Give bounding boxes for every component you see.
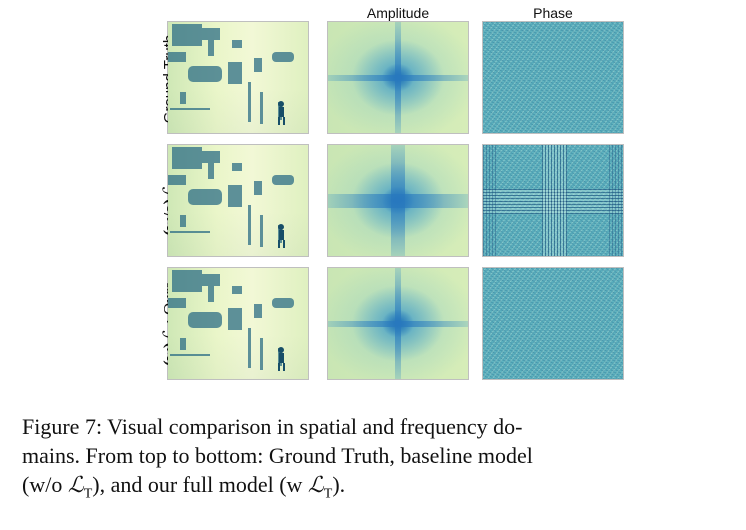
phase-artifact-band bbox=[483, 145, 497, 256]
street-scene-image bbox=[168, 270, 294, 371]
loss-subscript: T bbox=[323, 486, 333, 502]
street-scene-image bbox=[168, 147, 294, 248]
figure-caption: Figure 7: Visual comparison in spatial a… bbox=[22, 412, 734, 508]
column-header-phase: Phase bbox=[533, 5, 573, 21]
phase-spectrum-baseline bbox=[483, 145, 623, 256]
loss-symbol: ℒ bbox=[67, 472, 84, 497]
amplitude-spectrum-ours bbox=[328, 268, 468, 379]
phase-spectrum-ground-truth bbox=[483, 22, 623, 133]
caption-text: (w/o bbox=[22, 472, 68, 497]
loss-symbol: ℒ bbox=[307, 472, 324, 497]
caption-text: ), and our full model (w bbox=[92, 472, 308, 497]
amplitude-spectrum-ground-truth bbox=[328, 22, 468, 133]
phase-spectrum-ours bbox=[483, 268, 623, 379]
spectrum-vertical-axis bbox=[391, 145, 405, 256]
spatial-image-ground-truth bbox=[168, 22, 308, 133]
phase-artifact-band bbox=[609, 145, 623, 256]
caption-line-1: Figure 7: Visual comparison in spatial a… bbox=[22, 414, 523, 439]
loss-subscript: T bbox=[83, 486, 93, 502]
spatial-image-ours bbox=[168, 268, 308, 379]
street-scene-image bbox=[168, 24, 294, 125]
column-header-amplitude: Amplitude bbox=[366, 5, 430, 21]
caption-text: ). bbox=[332, 472, 346, 497]
caption-line-2: mains. From top to bottom: Ground Truth,… bbox=[22, 443, 533, 468]
spectrum-vertical-axis bbox=[395, 268, 401, 379]
caption-line-3: (w/o ℒT), and our full model (w ℒT). bbox=[22, 470, 734, 508]
spectrum-vertical-axis bbox=[395, 22, 401, 133]
amplitude-spectrum-baseline bbox=[328, 145, 468, 256]
spatial-image-baseline bbox=[168, 145, 308, 256]
